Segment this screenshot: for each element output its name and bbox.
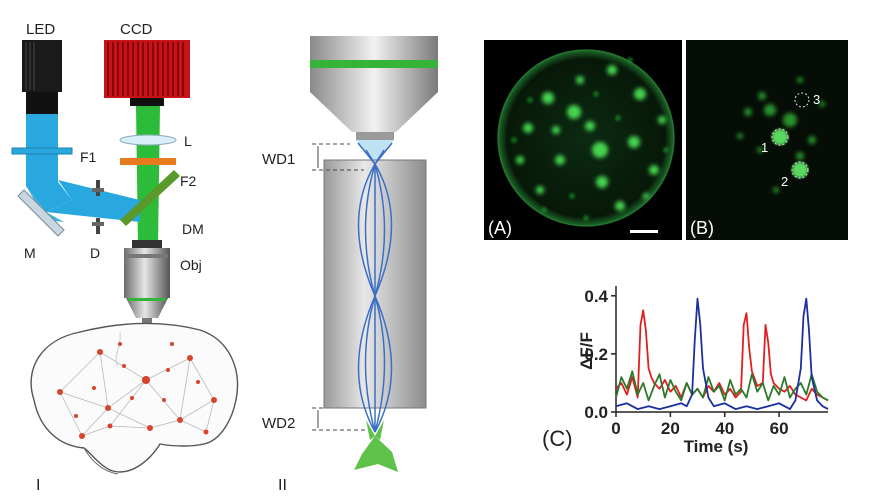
roi-3-label: 3 xyxy=(813,92,820,107)
wd1-label: WD1 xyxy=(262,151,295,168)
obj-label: Obj xyxy=(180,257,202,273)
image-a-label: (A) xyxy=(488,218,512,238)
led-label: LED xyxy=(26,21,55,38)
mirror-m xyxy=(17,189,65,237)
roi-2 xyxy=(791,161,809,179)
y-axis-label: ΔF/F xyxy=(577,332,596,370)
diaphragm-d xyxy=(92,180,104,234)
x-tick-label: 20 xyxy=(661,419,680,438)
neuron-cell xyxy=(354,420,398,472)
d-label: D xyxy=(90,245,100,261)
x-tick-label: 60 xyxy=(770,419,789,438)
x-tick-label: 0 xyxy=(611,419,620,438)
roi-1 xyxy=(771,128,789,146)
m-label: M xyxy=(24,245,36,261)
roi-3 xyxy=(794,92,810,108)
led-source xyxy=(22,40,62,114)
panel-one-roman: I xyxy=(36,477,40,492)
series-line xyxy=(615,309,829,402)
x-axis-label: Time (s) xyxy=(684,437,749,456)
image-b: 3 1 2 (B) xyxy=(686,40,848,240)
wd2-label: WD2 xyxy=(262,415,295,432)
objective-body-top xyxy=(310,36,438,60)
y-tick-label: 0.4 xyxy=(584,287,608,306)
series-line xyxy=(615,370,829,402)
focus-cone xyxy=(356,140,394,164)
excitation-beam xyxy=(26,114,140,222)
roi-2-label: 2 xyxy=(781,174,788,189)
scale-bar xyxy=(630,230,658,233)
roi-1-label: 1 xyxy=(761,140,768,155)
objective-band xyxy=(310,60,438,68)
f1-label: F1 xyxy=(80,149,97,165)
filter-f2 xyxy=(120,158,176,165)
ccd-camera xyxy=(104,40,190,106)
panel-two-lens: WD1 WD2 II xyxy=(262,36,438,494)
panel-two-roman: II xyxy=(278,477,287,492)
lens-l xyxy=(119,134,177,146)
wd-markers xyxy=(312,143,370,431)
light-rays xyxy=(357,142,393,433)
ccd-label: CCD xyxy=(120,21,153,38)
l-label: L xyxy=(184,133,192,149)
filter-f1 xyxy=(11,147,73,155)
dm-label: DM xyxy=(182,221,204,237)
dichroic-mirror xyxy=(120,170,180,226)
y-tick-label: 0.2 xyxy=(584,345,608,364)
series-line xyxy=(615,297,829,411)
panel-one-setup: LED CCD F1 xyxy=(11,21,239,494)
x-tick-label: 40 xyxy=(715,419,734,438)
objective xyxy=(124,240,170,337)
y-tick-label: 0.0 xyxy=(584,403,608,422)
emission-beam xyxy=(136,106,160,246)
brain-illustration xyxy=(30,322,239,475)
fluorescence-chart: 0.0 0.2 0.4 0 20 40 60 ΔF/F Time (s) (C) xyxy=(542,286,829,456)
f2-label: F2 xyxy=(180,173,197,189)
image-b-label: (B) xyxy=(690,218,714,238)
chart-panel-label: (C) xyxy=(542,426,573,451)
image-a: (A) xyxy=(484,40,682,240)
